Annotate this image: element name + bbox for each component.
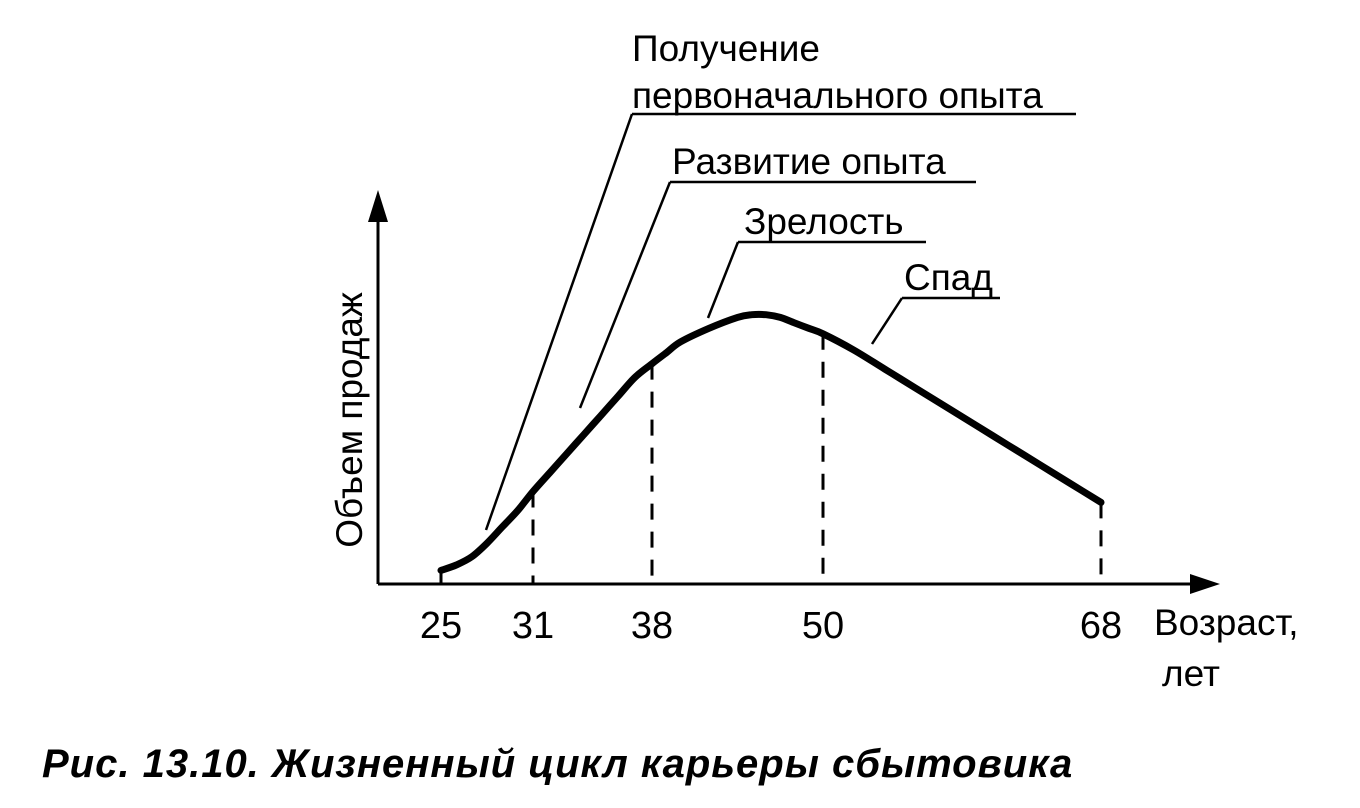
x-tick-label-25: 25 — [420, 605, 462, 647]
phase-label-experience-development: Развитие опыта — [672, 141, 946, 182]
x-tick-labels: 25 31 38 50 68 — [420, 605, 1122, 647]
leader-maturity — [706, 241, 740, 319]
x-tick-label-50: 50 — [802, 605, 844, 647]
x-axis-label-line1: Возраст, — [1154, 602, 1299, 643]
phase-boundaries — [439, 333, 1103, 584]
x-axis-arrow — [1190, 574, 1220, 594]
sales-curve — [437, 310, 1105, 574]
leader-experience-development — [578, 181, 672, 409]
y-axis-arrow — [368, 190, 388, 222]
x-axis-label-line2: лет — [1162, 653, 1220, 694]
x-tick-label-38: 38 — [631, 605, 673, 647]
phase-label-initial-experience-1: Получение — [632, 28, 820, 69]
leader-decline — [870, 297, 904, 345]
leader-initial-experience — [484, 113, 634, 531]
phase-label-decline: Спад — [904, 257, 993, 298]
x-tick-label-68: 68 — [1080, 605, 1122, 647]
figure-caption: Рис. 13.10. Жизненный цикл карьеры сбыто… — [42, 742, 1074, 786]
x-tick-label-31: 31 — [512, 605, 554, 647]
y-axis-label: Объем продаж — [329, 292, 370, 548]
phase-label-maturity: Зрелость — [744, 201, 904, 242]
phase-label-initial-experience-2: первоначального опыта — [632, 75, 1043, 116]
